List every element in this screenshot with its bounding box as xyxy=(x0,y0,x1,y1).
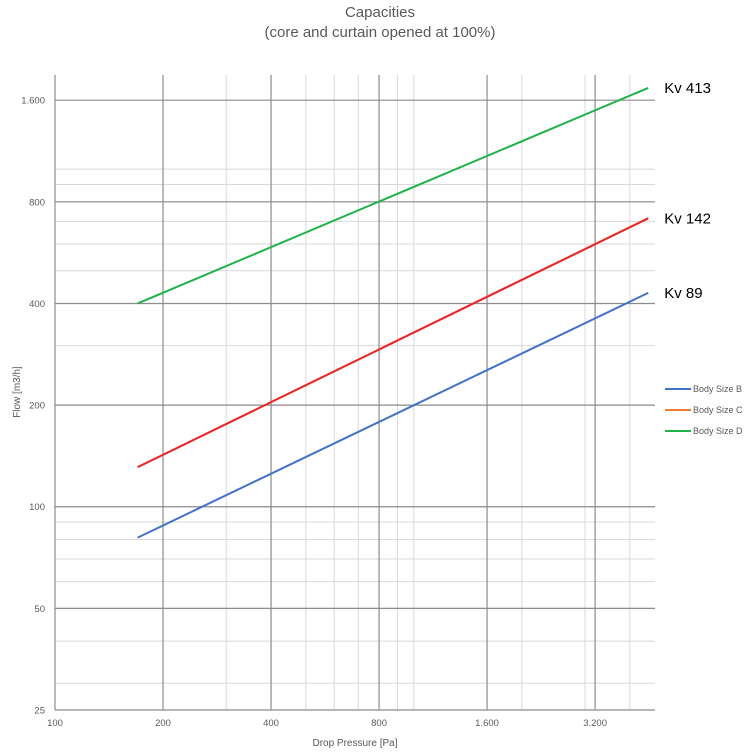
series-line-body-size-b xyxy=(137,291,649,539)
y-axis-label: Flow [m3/h] xyxy=(12,366,23,418)
overlay-line xyxy=(137,217,649,469)
chart-subtitle: (core and curtain opened at 100%) xyxy=(265,24,496,41)
line-annotations: Kv 413 Kv 142 Kv 89 xyxy=(664,80,711,302)
kv-annotation: Kv 89 xyxy=(664,285,702,302)
x-tick-label: 100 xyxy=(47,718,63,729)
y-tick-label: 100 xyxy=(29,502,45,513)
x-tick-label: 3.200 xyxy=(583,718,607,729)
y-tick-label: 400 xyxy=(29,299,45,310)
legend-label: Body Size B xyxy=(693,384,742,394)
y-axis-ticks: 25 50 100 200 400 800 1.600 xyxy=(21,96,45,717)
x-tick-label: 1.600 xyxy=(475,718,499,729)
x-axis-ticks: 100 200 400 800 1.600 3.200 xyxy=(47,718,607,729)
plot-axes xyxy=(54,75,655,711)
y-tick-label: 1.600 xyxy=(21,96,45,107)
x-tick-label: 800 xyxy=(371,718,387,729)
y-tick-label: 25 xyxy=(34,706,45,717)
y-tick-label: 800 xyxy=(29,197,45,208)
y-tick-label: 200 xyxy=(29,401,45,412)
legend: Body Size B Body Size C Body Size D xyxy=(665,384,743,436)
kv-annotation: Kv 142 xyxy=(664,210,711,227)
chart-title: Capacities xyxy=(345,4,415,21)
major-grid xyxy=(55,75,655,710)
y-tick-label: 50 xyxy=(34,604,45,615)
legend-label: Body Size D xyxy=(693,426,743,436)
x-tick-label: 200 xyxy=(155,718,171,729)
legend-label: Body Size C xyxy=(693,405,743,415)
x-axis-label: Drop Pressure [Pa] xyxy=(312,738,397,749)
minor-grid xyxy=(55,75,655,710)
series-line-body-size-d xyxy=(137,86,649,305)
kv-annotation: Kv 413 xyxy=(664,80,711,97)
x-tick-label: 400 xyxy=(263,718,279,729)
series-lines xyxy=(137,86,649,539)
